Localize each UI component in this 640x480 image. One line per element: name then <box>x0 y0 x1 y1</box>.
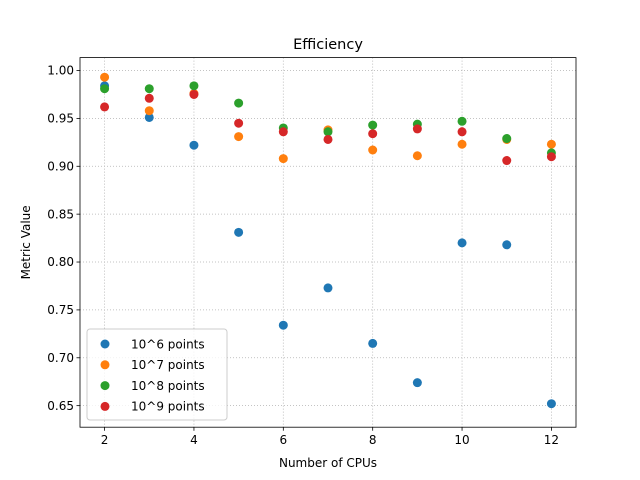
x-axis-ticks: 2 4 6 8 10 12 <box>101 427 559 447</box>
data-point <box>412 378 422 388</box>
legend-marker <box>100 401 110 411</box>
data-point <box>189 81 199 91</box>
data-point <box>368 145 378 155</box>
data-point <box>412 151 422 161</box>
y-tick-label: 0.95 <box>47 112 74 126</box>
x-tick-label: 8 <box>369 433 377 447</box>
y-tick-label: 0.85 <box>47 207 74 221</box>
x-tick-label: 2 <box>101 433 109 447</box>
legend-marker <box>100 381 110 391</box>
data-point <box>144 106 154 116</box>
y-tick-label: 0.80 <box>47 255 74 269</box>
data-point <box>323 134 333 144</box>
data-point <box>278 320 288 330</box>
legend-label: 10^6 points <box>131 337 205 351</box>
data-point <box>234 98 244 108</box>
series-4 <box>100 89 556 166</box>
data-point <box>278 127 288 137</box>
y-tick-label: 0.65 <box>47 399 74 413</box>
y-axis-ticks: 0.65 0.70 0.75 0.80 0.85 0.90 0.95 1.00 <box>47 64 80 413</box>
x-axis-title: Number of CPUs <box>279 456 377 470</box>
data-point <box>100 72 110 82</box>
data-point <box>323 127 333 137</box>
data-point <box>457 116 467 126</box>
data-point <box>100 102 110 112</box>
plot-frame <box>79 57 577 428</box>
x-tick-label: 4 <box>190 433 198 447</box>
data-point <box>278 154 288 164</box>
x-tick-label: 12 <box>544 433 559 447</box>
legend-label: 10^7 points <box>131 358 205 372</box>
data-point <box>189 140 199 150</box>
chart-title: Efficiency <box>293 37 363 53</box>
data-point <box>457 139 467 149</box>
legend: 10^6 points 10^7 points 10^8 points 10^9 po… <box>86 328 228 421</box>
legend-box <box>86 328 228 421</box>
y-tick-label: 0.90 <box>47 159 74 173</box>
legend-label: 10^8 points <box>131 379 205 393</box>
x-tick-label: 10 <box>454 433 469 447</box>
data-point <box>368 120 378 130</box>
data-point <box>234 118 244 128</box>
legend-marker <box>100 339 110 349</box>
data-point <box>546 399 556 409</box>
data-point <box>144 112 154 122</box>
data-point <box>234 132 244 142</box>
y-tick-label: 0.70 <box>47 351 74 365</box>
data-point <box>100 84 110 94</box>
data-point <box>234 227 244 237</box>
data-point <box>144 84 154 94</box>
y-tick-label: 1.00 <box>47 64 74 78</box>
legend-label: 10^9 points <box>131 400 205 414</box>
data-points <box>100 72 556 409</box>
data-point <box>323 283 333 293</box>
legend-marker <box>100 360 110 370</box>
y-axis-title: Metric Value <box>19 205 33 279</box>
data-point <box>368 129 378 139</box>
data-point <box>368 338 378 348</box>
data-point <box>502 240 512 250</box>
data-point <box>457 127 467 137</box>
data-point <box>144 93 154 103</box>
y-tick-label: 0.75 <box>47 303 74 317</box>
data-point <box>502 134 512 144</box>
data-point <box>412 124 422 134</box>
data-point <box>502 156 512 166</box>
x-tick-label: 6 <box>279 433 287 447</box>
series-1 <box>100 81 556 409</box>
data-point <box>189 89 199 99</box>
data-point <box>546 152 556 162</box>
data-point <box>457 238 467 248</box>
data-point <box>546 139 556 149</box>
